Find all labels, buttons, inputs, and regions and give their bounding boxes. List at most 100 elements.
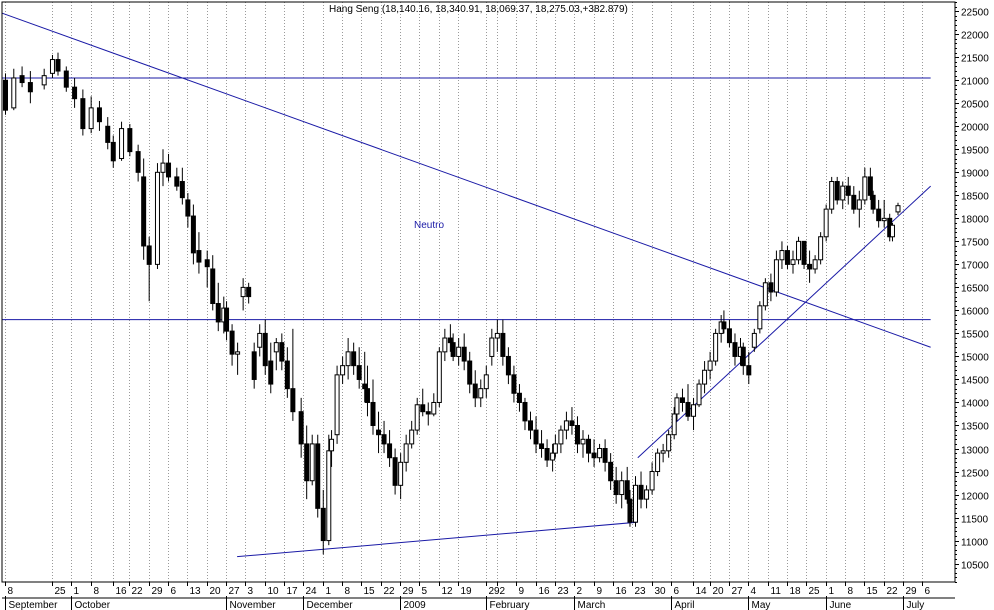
x-tick-label: 13 — [190, 586, 202, 597]
candle — [707, 351, 713, 380]
month-label: June — [830, 600, 852, 610]
candle-body-down — [376, 429, 382, 436]
candle-body-down — [320, 507, 326, 542]
candle — [768, 273, 774, 302]
x-tick-label: 5 — [422, 586, 428, 597]
candle — [210, 255, 216, 311]
candle — [644, 485, 650, 509]
candle-body-down — [370, 401, 376, 426]
candle — [691, 397, 697, 431]
candle-body-up — [235, 351, 241, 355]
x-tick-label: 15 — [867, 586, 879, 597]
candle-body-up — [398, 461, 404, 486]
x-tick-label: 10 — [268, 586, 280, 597]
candle — [895, 202, 901, 216]
candle — [796, 236, 802, 265]
candle-body-up — [597, 448, 603, 459]
candle — [845, 176, 851, 205]
candle — [329, 430, 335, 467]
candle — [179, 167, 185, 205]
candle — [257, 324, 263, 357]
x-tick-label: 24 — [306, 586, 318, 597]
trend-line — [637, 185, 931, 459]
candle-body-down — [215, 303, 221, 323]
candle — [403, 434, 409, 472]
candle-body-down — [268, 360, 274, 385]
candle — [671, 407, 677, 440]
candle-body-down — [721, 321, 727, 330]
candle-body-down — [511, 374, 517, 394]
trend-line — [2, 12, 931, 348]
candle — [240, 278, 246, 311]
x-tick-label: 22 — [887, 586, 899, 597]
month-label: September — [9, 600, 59, 610]
candle — [27, 71, 33, 104]
y-tick-label: 16000 — [961, 307, 989, 318]
month-label: December — [307, 600, 354, 610]
candle-body-up — [644, 489, 650, 500]
candle-body-up — [881, 217, 887, 222]
candle-body-down — [55, 59, 61, 72]
candle-body-up — [862, 176, 868, 201]
candle-body-down — [627, 498, 633, 523]
candle-body-up — [489, 337, 495, 357]
candle — [119, 121, 125, 161]
y-tick-label: 15500 — [961, 330, 989, 341]
candle — [856, 190, 862, 228]
candle-body-down — [279, 342, 285, 362]
candle-body-down — [685, 401, 691, 417]
candle — [376, 411, 382, 454]
candle — [235, 342, 241, 375]
x-tick-label: 20 — [713, 586, 725, 597]
y-tick-label: 11500 — [961, 515, 989, 526]
candle-body-up — [436, 351, 442, 403]
candle-body-up — [762, 282, 768, 307]
candle-body-down — [539, 443, 545, 450]
y-tick-label: 22000 — [961, 31, 989, 42]
candle-body-down — [19, 75, 25, 84]
candle-body-up — [713, 332, 719, 362]
candle-body-down — [807, 263, 813, 270]
candle — [251, 342, 257, 389]
candle-body-up — [49, 59, 55, 74]
candle-body-up — [895, 205, 901, 213]
candle-body-down — [533, 429, 539, 445]
candle-body-down — [63, 70, 69, 88]
candle — [580, 430, 586, 458]
candle-body-down — [425, 411, 431, 415]
plot-frame — [1, 1, 956, 583]
x-tick-label: 4 — [751, 586, 757, 597]
candle-body-down — [210, 268, 216, 305]
y-tick-label: 13000 — [961, 446, 989, 457]
candle — [522, 397, 528, 431]
candle-body-down — [387, 443, 393, 459]
x-tick-label: 19 — [461, 586, 473, 597]
grid-layer — [5, 2, 923, 582]
x-tick-label: 14 — [696, 586, 708, 597]
candle-body-up — [660, 450, 666, 454]
candle-body-down — [190, 215, 196, 254]
candle — [544, 439, 550, 467]
candle-body-up — [240, 286, 246, 298]
candle — [467, 351, 473, 394]
candle-body-up — [671, 413, 677, 436]
candle — [823, 204, 829, 242]
candle — [215, 282, 221, 332]
candle — [550, 443, 556, 472]
candle — [304, 425, 310, 500]
x-tick-label: 20 — [210, 586, 222, 597]
candle — [110, 135, 116, 168]
candle-body-down — [96, 107, 102, 123]
candle-body-up — [840, 185, 846, 201]
candle-body-down — [315, 443, 321, 509]
candle — [685, 384, 691, 421]
candle-body-down — [732, 342, 738, 357]
candle-body-down — [505, 355, 511, 376]
candle — [190, 204, 196, 265]
candle-body-down — [591, 452, 597, 459]
candle — [489, 328, 495, 366]
candle-body-up — [329, 438, 335, 452]
candle-body-up — [649, 471, 655, 491]
candle — [726, 319, 732, 348]
candle — [450, 333, 456, 362]
